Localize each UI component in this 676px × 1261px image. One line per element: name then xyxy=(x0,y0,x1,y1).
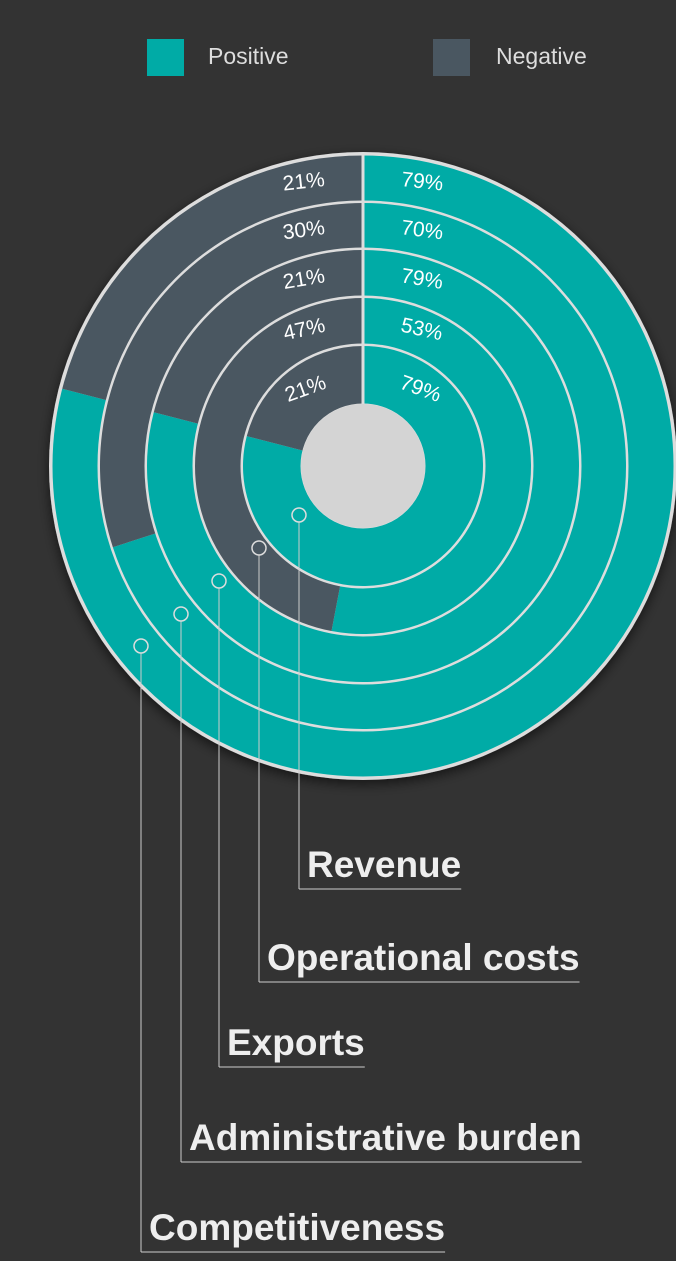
leader-dot xyxy=(251,540,267,556)
category-label: Exports xyxy=(227,1022,365,1063)
ring-segment xyxy=(331,298,532,635)
ring-segment xyxy=(99,203,364,548)
category-label: Operational costs xyxy=(267,937,580,978)
ring-segment xyxy=(153,250,363,424)
leader-dot xyxy=(133,638,149,654)
value-label: 70% xyxy=(400,216,445,244)
legend-label: Positive xyxy=(208,43,289,69)
value-label: 30% xyxy=(281,216,326,244)
value-label: 79% xyxy=(400,168,444,195)
leader-dot xyxy=(211,573,227,589)
legend-swatch xyxy=(433,39,470,76)
category-label: Revenue xyxy=(307,844,461,885)
ring-segment xyxy=(61,155,364,401)
leader-dot xyxy=(291,507,307,523)
ring-segment xyxy=(195,298,363,632)
legend-label: Negative xyxy=(496,43,587,69)
category-label: Competitiveness xyxy=(149,1207,445,1248)
ring-segment xyxy=(243,346,484,586)
category-label: Administrative burden xyxy=(189,1117,582,1158)
leader-dot xyxy=(173,606,189,622)
center-disc xyxy=(301,404,425,528)
value-label: 21% xyxy=(282,168,326,195)
legend-swatch xyxy=(147,39,184,76)
ring-segment xyxy=(246,346,363,451)
